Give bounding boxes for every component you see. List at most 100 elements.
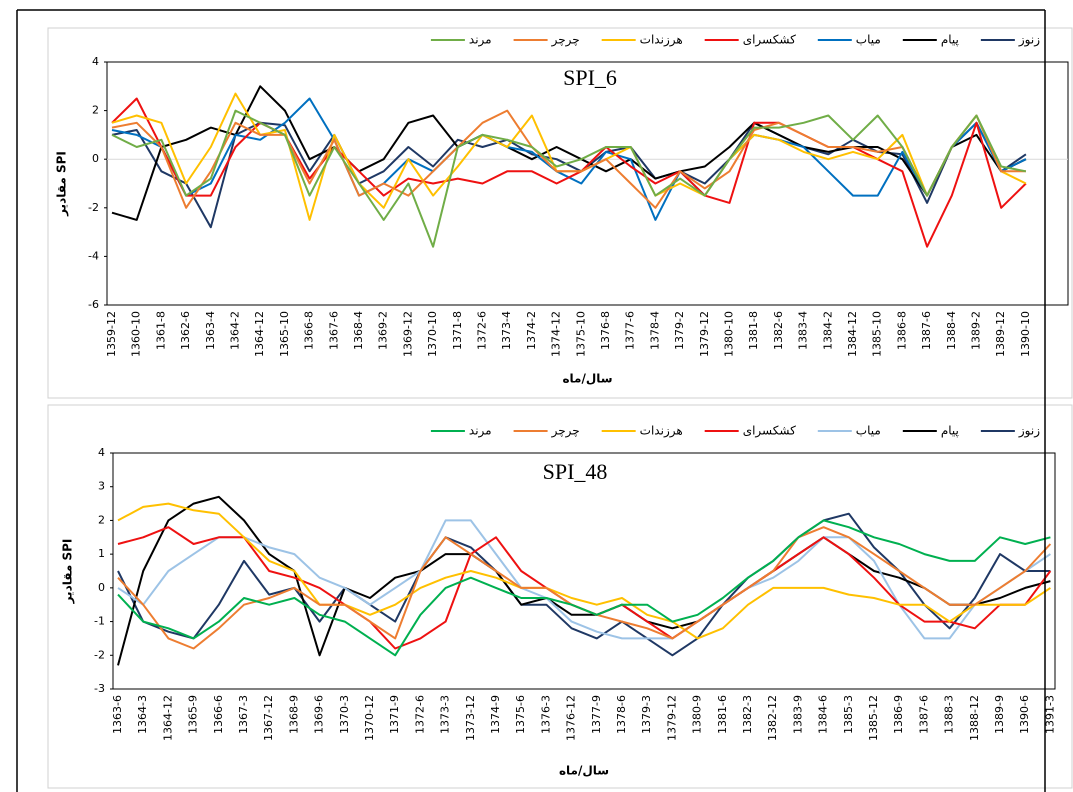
x-tick-label: 1378-6: [615, 695, 628, 734]
x-tick-label: 1378-4: [648, 311, 661, 350]
series-line: [117, 502, 1051, 640]
x-tick-label: 1381-6: [716, 695, 729, 734]
x-tick-label: 1359-12: [105, 311, 118, 357]
y-tick-label: -4: [88, 249, 99, 262]
x-tick-label: 1368-4: [352, 311, 365, 350]
y-tick-label: 2: [92, 104, 99, 117]
legend-label: مرند: [469, 33, 492, 48]
x-tick-label: 1373-12: [464, 695, 477, 741]
x-tick-label: 1384-6: [817, 695, 830, 734]
series-line: [117, 512, 1051, 657]
x-tick-label: 1371-9: [388, 695, 401, 734]
plot-area: [112, 452, 1056, 690]
x-tick-label: 1369-12: [401, 311, 414, 357]
x-tick-label: 1372-6: [413, 695, 426, 734]
x-tick-label: 1369-2: [377, 311, 390, 350]
x-tick-label: 1385-10: [871, 311, 884, 357]
y-tick-label: 0: [92, 152, 99, 165]
y-axis-label: مقادیر SPI: [61, 539, 75, 605]
series-line: [111, 92, 1027, 221]
y-tick-label: -6: [88, 298, 99, 311]
x-tick-label: 1390-10: [1019, 311, 1032, 357]
legend-label: کشکسرای: [743, 33, 796, 48]
x-tick-label: 1377-6: [624, 311, 637, 350]
y-tick-label: -1: [94, 615, 105, 628]
x-tick-label: 1389-12: [994, 311, 1007, 357]
x-tick-label: 1373-3: [439, 695, 452, 734]
x-tick-label: 1386-8: [895, 311, 908, 350]
x-tick-label: 1385-3: [842, 695, 855, 734]
y-tick-label: 0: [98, 581, 105, 594]
y-tick-label: -2: [94, 648, 105, 661]
x-axis-label: سال/ماه: [559, 764, 609, 778]
x-tick-label: 1389-9: [993, 695, 1006, 734]
x-tick-label: 1370-3: [338, 695, 351, 734]
x-tick-label: 1383-4: [797, 311, 810, 350]
y-tick-label: 2: [98, 513, 105, 526]
series-line: [111, 85, 1027, 221]
x-tick-label: 1366-8: [303, 311, 316, 350]
x-axis-label: سال/ماه: [562, 372, 612, 386]
legend-label: چرچر: [551, 33, 580, 48]
series-line: [117, 519, 1051, 640]
y-tick-label: 1: [98, 547, 105, 560]
x-tick-label: 1368-9: [287, 695, 300, 734]
x-tick-label: 1363-4: [204, 311, 217, 350]
legend-label: هرزندات: [640, 424, 683, 439]
legend-label: چرچر: [551, 424, 580, 439]
x-tick-label: 1382-12: [766, 695, 779, 741]
x-tick-label: 1389-2: [970, 311, 983, 350]
x-tick-label: 1382-3: [741, 695, 754, 734]
legend-label: پیام: [941, 424, 959, 438]
x-tick-label: 1383-9: [791, 695, 804, 734]
x-tick-label: 1364-3: [136, 695, 149, 734]
y-tick-label: -3: [94, 682, 105, 695]
x-tick-label: 1365-9: [187, 695, 200, 734]
x-tick-label: 1379-12: [665, 695, 678, 741]
x-tick-label: 1375-6: [514, 695, 527, 734]
x-tick-label: 1375-10: [574, 311, 587, 357]
x-tick-label: 1379-3: [640, 695, 653, 734]
x-tick-label: 1376-3: [539, 695, 552, 734]
x-tick-label: 1388-3: [943, 695, 956, 734]
x-tick-label: 1361-8: [154, 311, 167, 350]
legend-label: زنوز: [1018, 424, 1040, 439]
x-tick-label: 1364-12: [161, 695, 174, 741]
y-tick-label: 4: [98, 446, 105, 459]
x-tick-label: 1385-12: [867, 695, 880, 741]
chart-title: SPI_6: [563, 65, 617, 90]
x-tick-label: 1372-6: [476, 311, 489, 350]
x-tick-label: 1367-3: [237, 695, 250, 734]
x-tick-label: 1369-6: [313, 695, 326, 734]
x-tick-label: 1388-12: [968, 695, 981, 741]
x-tick-label: 1376-8: [599, 311, 612, 350]
legend-label: میاب: [856, 424, 881, 438]
legend-label: میاب: [856, 33, 881, 47]
x-tick-label: 1377-9: [590, 695, 603, 734]
series-line: [117, 526, 1052, 650]
x-tick-label: 1367-6: [327, 311, 340, 350]
series-line: [111, 109, 1026, 209]
chart-title: SPI_48: [543, 459, 608, 484]
series-line: [111, 97, 1027, 248]
x-tick-label: 1384-12: [846, 311, 859, 357]
x-tick-label: 1360-10: [130, 311, 143, 357]
legend-label: کشکسرای: [743, 424, 796, 439]
legend-label: مرند: [469, 424, 492, 439]
x-tick-label: 1362-6: [179, 311, 192, 350]
legend-label: زنوز: [1018, 33, 1040, 48]
x-tick-label: 1387-6: [920, 311, 933, 350]
x-tick-label: 1387-6: [917, 695, 930, 734]
plot-area: [106, 61, 1069, 306]
x-tick-label: 1370-10: [426, 311, 439, 357]
series-line: [117, 526, 1052, 650]
x-tick-label: 1366-6: [212, 695, 225, 734]
x-tick-label: 1367-12: [262, 695, 275, 741]
y-tick-label: 3: [98, 480, 105, 493]
series-line: [111, 121, 1027, 229]
x-tick-label: 1376-12: [565, 695, 578, 741]
x-tick-label: 1365-10: [278, 311, 291, 357]
x-tick-label: 1370-12: [363, 695, 376, 741]
